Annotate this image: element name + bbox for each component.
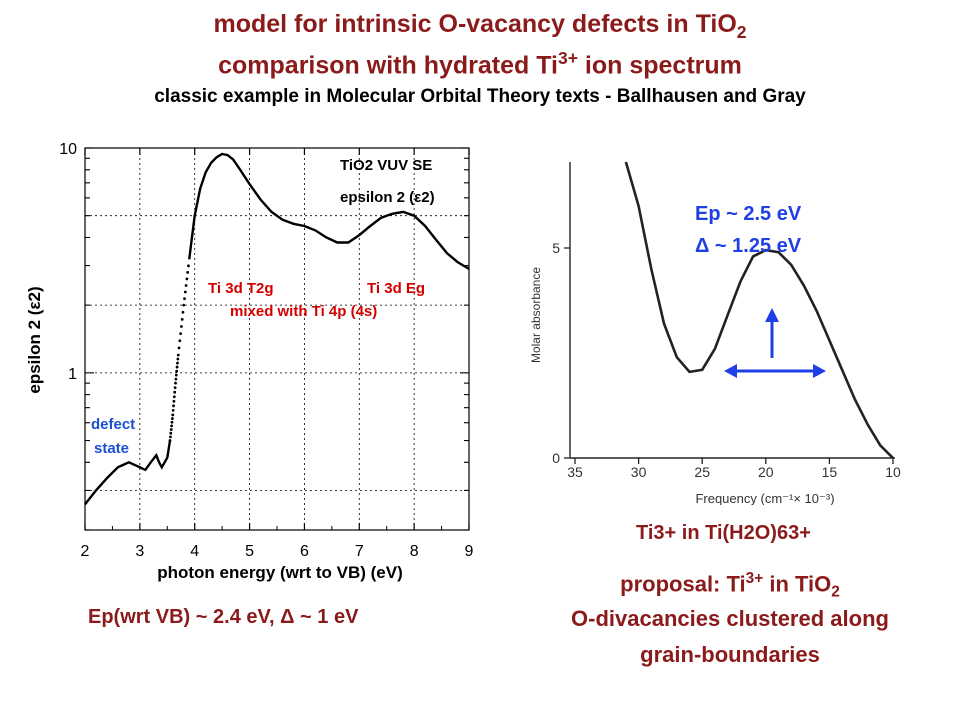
width-double-arrow [724, 364, 826, 378]
left-dotted-mark [170, 424, 173, 428]
peak-height-arrow [765, 308, 779, 358]
annotation-state: state [94, 440, 129, 457]
left-dotted-mark [170, 420, 174, 424]
left-dotted-mark [173, 390, 177, 394]
left-y-axis-label: epsilon 2 (ε2) [25, 286, 44, 393]
right-x-tick-label: 15 [822, 464, 838, 480]
left-dotted-mark [177, 346, 181, 350]
right-x-tick-label: 20 [758, 464, 774, 480]
left-dotted-mark [172, 404, 175, 408]
left-dotted-mark [175, 369, 179, 373]
left-dotted-mark [173, 386, 177, 390]
left-dotted-mark [169, 435, 172, 439]
left-x-tick-label: 6 [300, 543, 309, 560]
annotation-eg: Ti 3d Eg [367, 280, 425, 297]
left-dotted-mark [178, 339, 182, 343]
title-line-2: comparison with hydrated Ti3+ ion spectr… [218, 48, 742, 80]
left-x-tick-label: 7 [355, 543, 364, 560]
left-dotted-mark [174, 373, 178, 377]
right-y-tick-label: 5 [552, 240, 560, 256]
right-x-tick-label: 25 [694, 464, 710, 480]
left-dotted-mark [171, 413, 175, 417]
left-x-tick-label: 2 [81, 543, 90, 560]
annotation-ep: Ep ~ 2.5 eV [695, 203, 802, 225]
left-x-tick-label: 8 [410, 543, 419, 560]
left-dotted-mark [186, 270, 190, 274]
left-caption: Ep(wrt VB) ~ 2.4 eV, Δ ~ 1 eV [88, 606, 359, 628]
left-dotted-mark [183, 290, 187, 294]
left-legend-line-1: TiO2 VUV SE [340, 157, 432, 174]
left-dotted-mark [174, 377, 178, 381]
left-dotted-mark [172, 395, 176, 399]
proposal-line-1: proposal: Ti3+ in TiO2 [620, 570, 840, 601]
left-dotted-mark [170, 417, 174, 420]
right-x-tick-label: 35 [567, 464, 583, 480]
left-dotted-mark [181, 310, 185, 314]
left-dotted-mark [175, 365, 179, 369]
left-x-tick-label: 9 [465, 543, 474, 560]
left-x-tick-label: 4 [190, 543, 199, 560]
left-dotted-mark [182, 303, 186, 307]
right-y-tick-labels: 05 [552, 240, 560, 466]
left-y-tick-label: 10 [59, 141, 77, 158]
right-y-axis-label: Molar absorbance [529, 267, 543, 363]
left-x-tick-labels: 2 3 4 5 6 7 8 9 [81, 543, 474, 560]
title-line-3: classic example in Molecular Orbital The… [154, 86, 806, 107]
title-line-1: model for intrinsic O-vacancy defects in… [213, 10, 747, 42]
right-x-tick-label: 10 [885, 464, 901, 480]
left-dotted-mark [169, 431, 173, 435]
right-x-axis-label: Frequency (cm⁻¹× 10⁻³) [695, 491, 834, 505]
left-x-axis-label: photon energy (wrt to VB) (eV) [157, 563, 403, 582]
annotation-delta: Δ ~ 1.25 eV [695, 235, 802, 257]
left-dotted-mark [176, 353, 180, 357]
left-dotted-mark [179, 325, 183, 328]
right-ticks [564, 247, 894, 464]
left-dotted-mark [172, 399, 176, 403]
left-dotted-mark [168, 439, 172, 442]
left-dotted-mark [180, 318, 184, 321]
left-ticks [84, 147, 470, 531]
left-dotted-mark [174, 381, 177, 385]
left-dotted-mark [171, 408, 175, 412]
left-chart: 2 3 4 5 6 7 8 9 10 1 epsilon 2 (ε2) photon energ… [25, 141, 474, 582]
right-chart: 35 30 25 20 15 10 05 Molar absorbance Frequen… [529, 161, 901, 505]
annotation-defect: defect [91, 416, 135, 433]
left-legend-line-2: epsilon 2 (ε2) [340, 189, 435, 206]
annotation-t2g: Ti 3d T2g [208, 280, 274, 297]
proposal-line-3: grain-boundaries [640, 642, 820, 667]
left-dotted-mark [183, 297, 186, 301]
left-dotted-mark [187, 264, 190, 268]
left-dotted-mark [176, 361, 179, 365]
right-x-tick-label: 30 [631, 464, 647, 480]
left-dotted-mark [185, 277, 189, 281]
left-y-tick-label: 1 [68, 366, 77, 383]
left-y-tick-labels: 10 1 [59, 141, 77, 383]
right-x-tick-labels: 35 30 25 20 15 10 [567, 464, 901, 480]
left-series-line [84, 152, 470, 506]
right-caption: Ti3+ in Ti(H2O)63+ [636, 522, 811, 544]
right-series-line [624, 161, 894, 459]
right-y-tick-label: 0 [552, 450, 560, 466]
left-dotted-mark [169, 428, 173, 431]
left-dotted-mark [176, 357, 180, 361]
annotation-mixed: mixed with Ti 4p (4s) [230, 303, 377, 320]
left-series-points [168, 264, 190, 442]
proposal-line-2: O-divacancies clustered along [571, 606, 889, 631]
left-dotted-mark [184, 284, 188, 287]
left-dotted-mark [179, 332, 183, 336]
left-x-tick-label: 3 [135, 543, 144, 560]
left-x-tick-label: 5 [245, 543, 254, 560]
